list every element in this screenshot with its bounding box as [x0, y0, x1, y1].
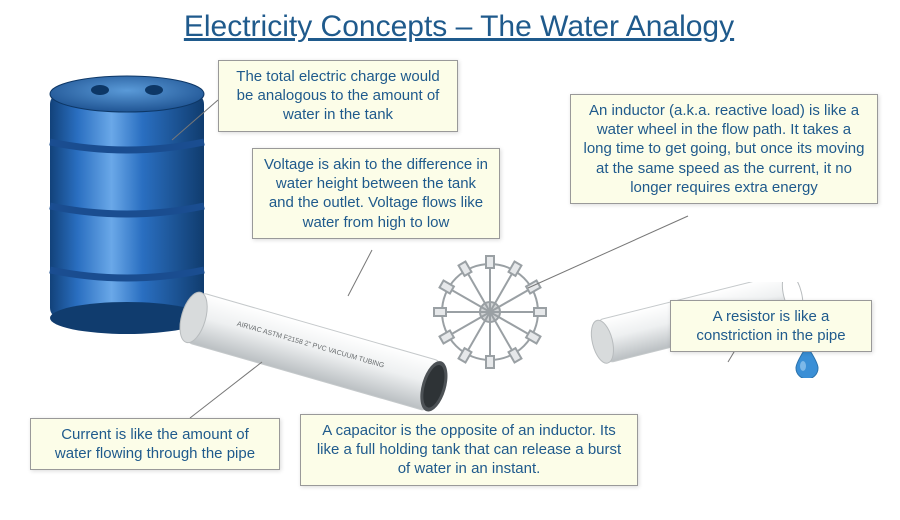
callout-current: Current is like the amount of water flow… — [30, 418, 280, 470]
callout-text: An inductor (a.k.a. reactive load) is li… — [583, 102, 864, 196]
callout-text: A capacitor is the opposite of an induct… — [317, 422, 621, 477]
callout-text: The total electric charge would be analo… — [236, 68, 439, 123]
callout-charge: The total electric charge would be analo… — [218, 60, 458, 132]
callout-text: Current is like the amount of water flow… — [55, 426, 255, 462]
callout-resistor: A resistor is like a constriction in the… — [670, 300, 872, 352]
callout-voltage: Voltage is akin to the difference in wat… — [252, 148, 500, 239]
callout-text: Voltage is akin to the difference in wat… — [264, 156, 488, 231]
callout-text: A resistor is like a constriction in the… — [696, 308, 845, 344]
callout-inductor: An inductor (a.k.a. reactive load) is li… — [570, 94, 878, 204]
callout-capacitor: A capacitor is the opposite of an induct… — [300, 414, 638, 486]
